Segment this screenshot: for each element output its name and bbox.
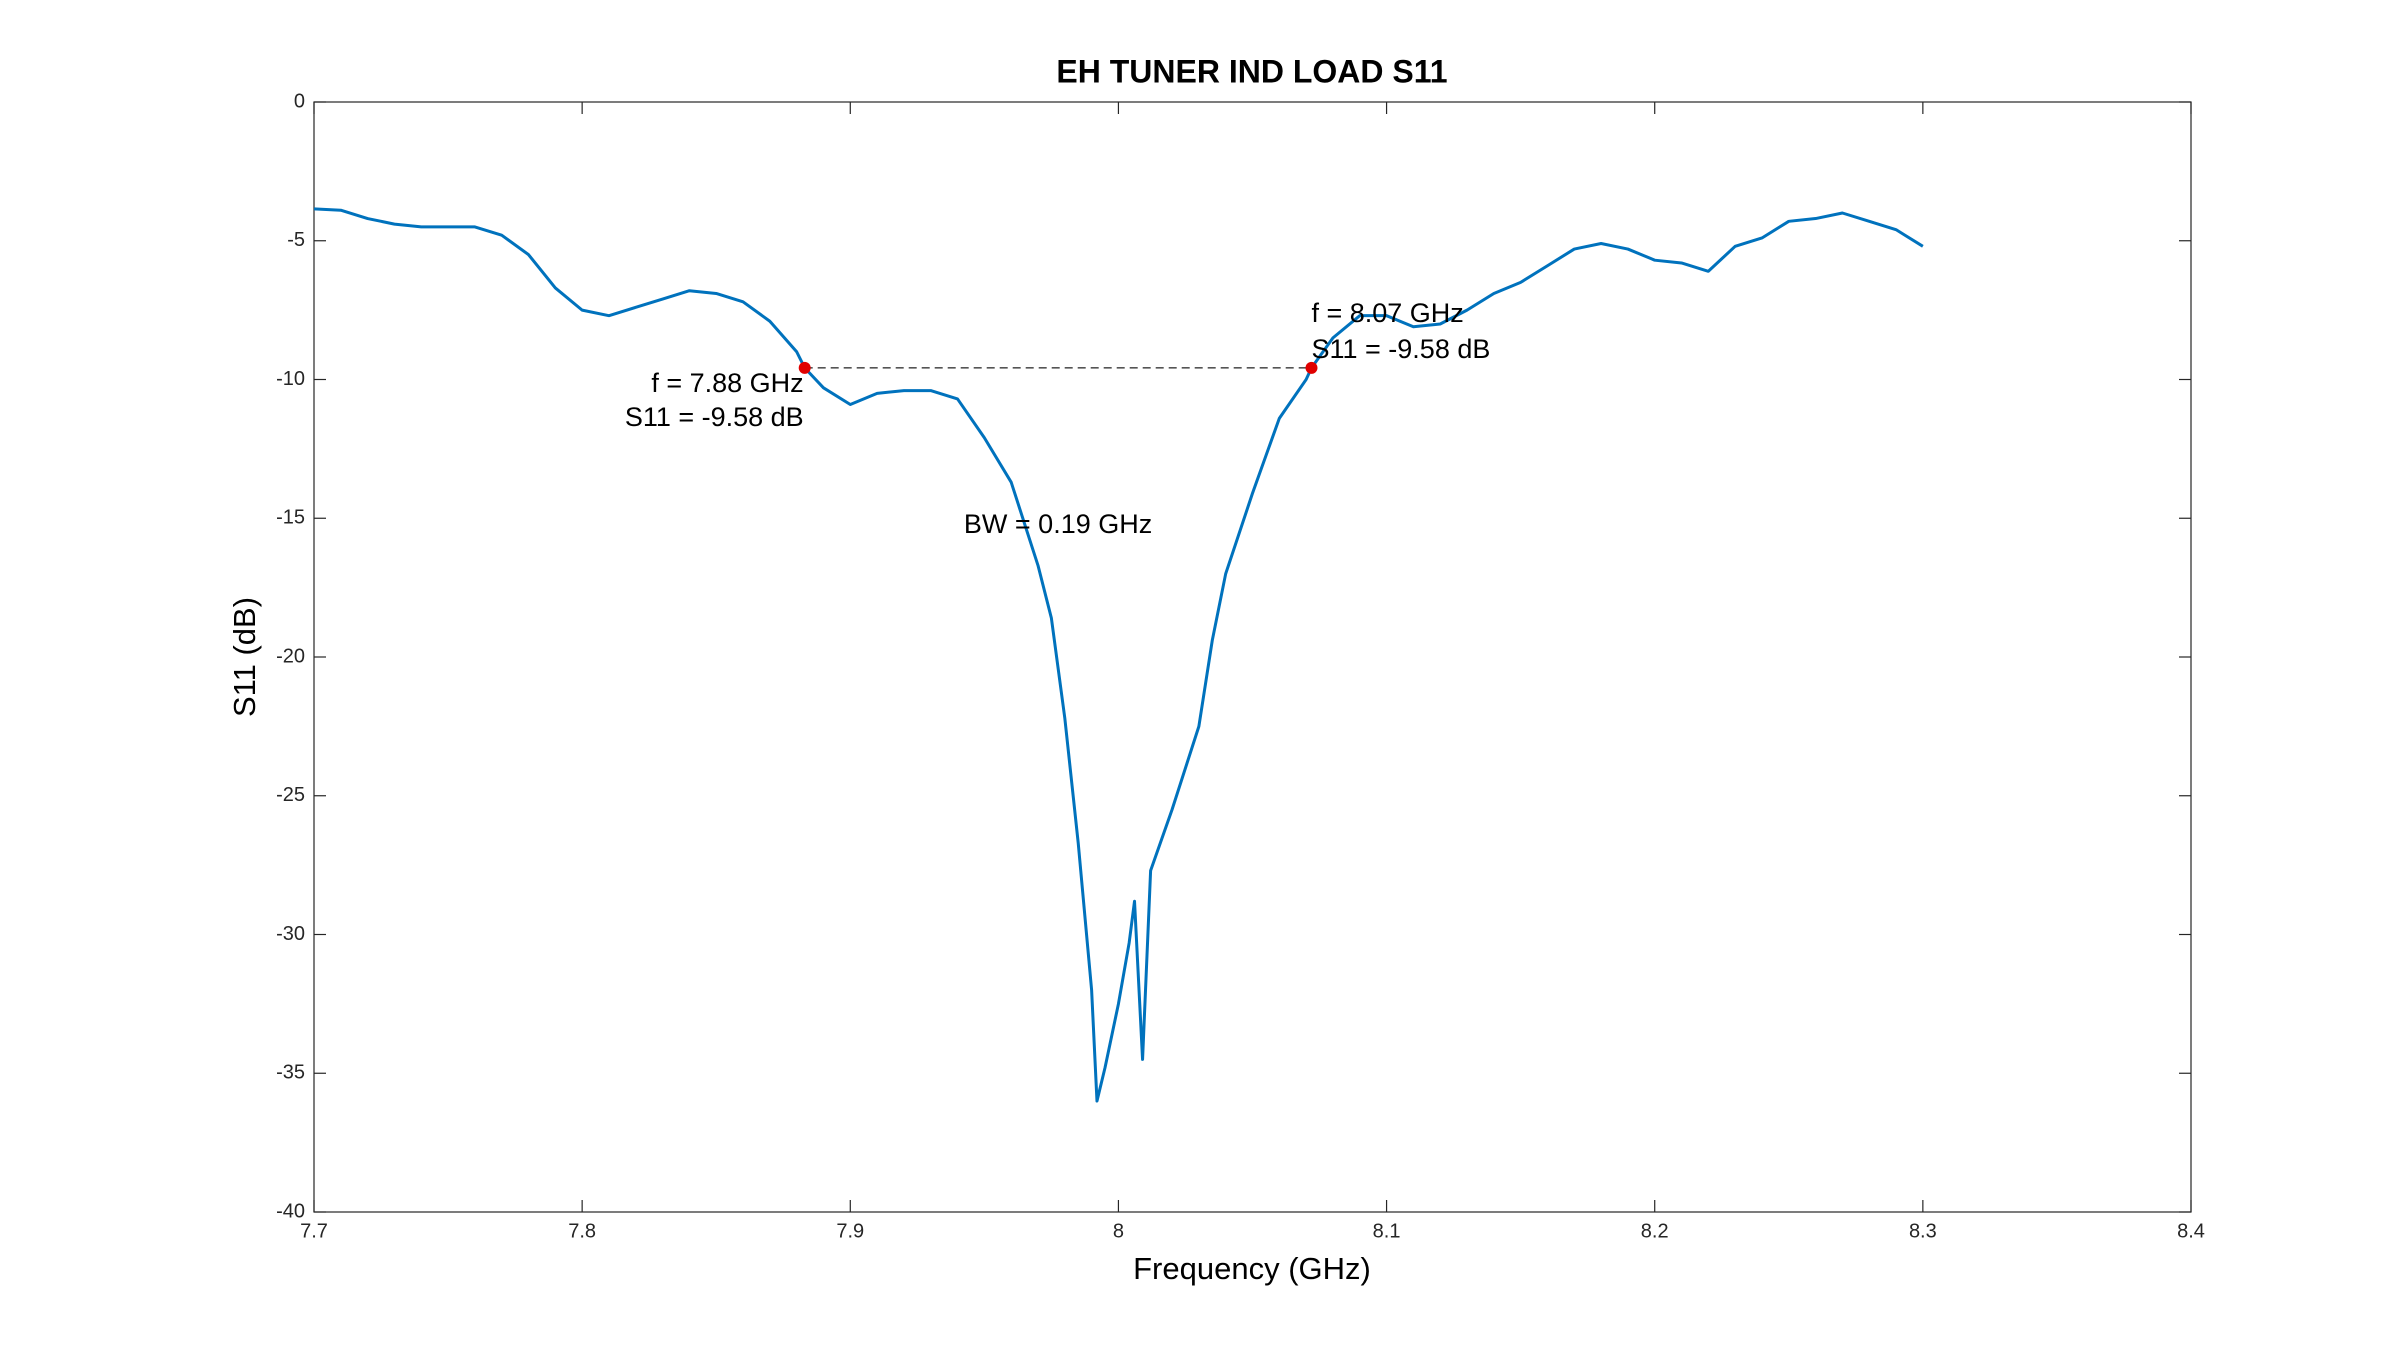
marker (1305, 361, 1318, 374)
plot-area (313, 101, 2192, 1213)
y-axis-label: S11 (dB) (227, 597, 262, 717)
x-tick-label: 8 (1113, 1220, 1124, 1242)
y-tick-label: -15 (276, 507, 305, 529)
annotation: BW = 0.19 GHz (964, 509, 1152, 539)
y-tick-label: -20 (276, 645, 305, 667)
x-axis-label: Frequency (GHz) (1133, 1251, 1371, 1286)
x-tick-label: 7.9 (836, 1220, 864, 1242)
y-tick-label: -25 (276, 784, 305, 806)
y-tick-label: -5 (287, 229, 305, 251)
x-tick-label: 8.2 (1641, 1220, 1669, 1242)
data-line (313, 207, 1924, 1103)
y-tick-label: -30 (276, 923, 305, 945)
chart-title: EH TUNER IND LOAD S11 (1056, 53, 1447, 89)
annotation: S11 = -9.58 dB (1311, 334, 1490, 364)
x-tick-label: 8.3 (1909, 1220, 1937, 1242)
annotation: f = 8.07 GHz (1311, 298, 1463, 328)
x-tick-label: 7.8 (568, 1220, 596, 1242)
y-tick-label: -40 (276, 1200, 305, 1222)
x-tick-label: 7.7 (300, 1220, 328, 1242)
y-tick-label: -10 (276, 368, 305, 390)
marker (798, 361, 811, 374)
y-tick-label: -35 (276, 1062, 305, 1084)
x-tick-label: 8.4 (2177, 1220, 2205, 1242)
y-tick-label: 0 (294, 90, 305, 112)
x-tick-label: 8.1 (1373, 1220, 1401, 1242)
annotation: S11 = -9.58 dB (625, 402, 804, 432)
annotation: f = 7.88 GHz (651, 368, 803, 398)
